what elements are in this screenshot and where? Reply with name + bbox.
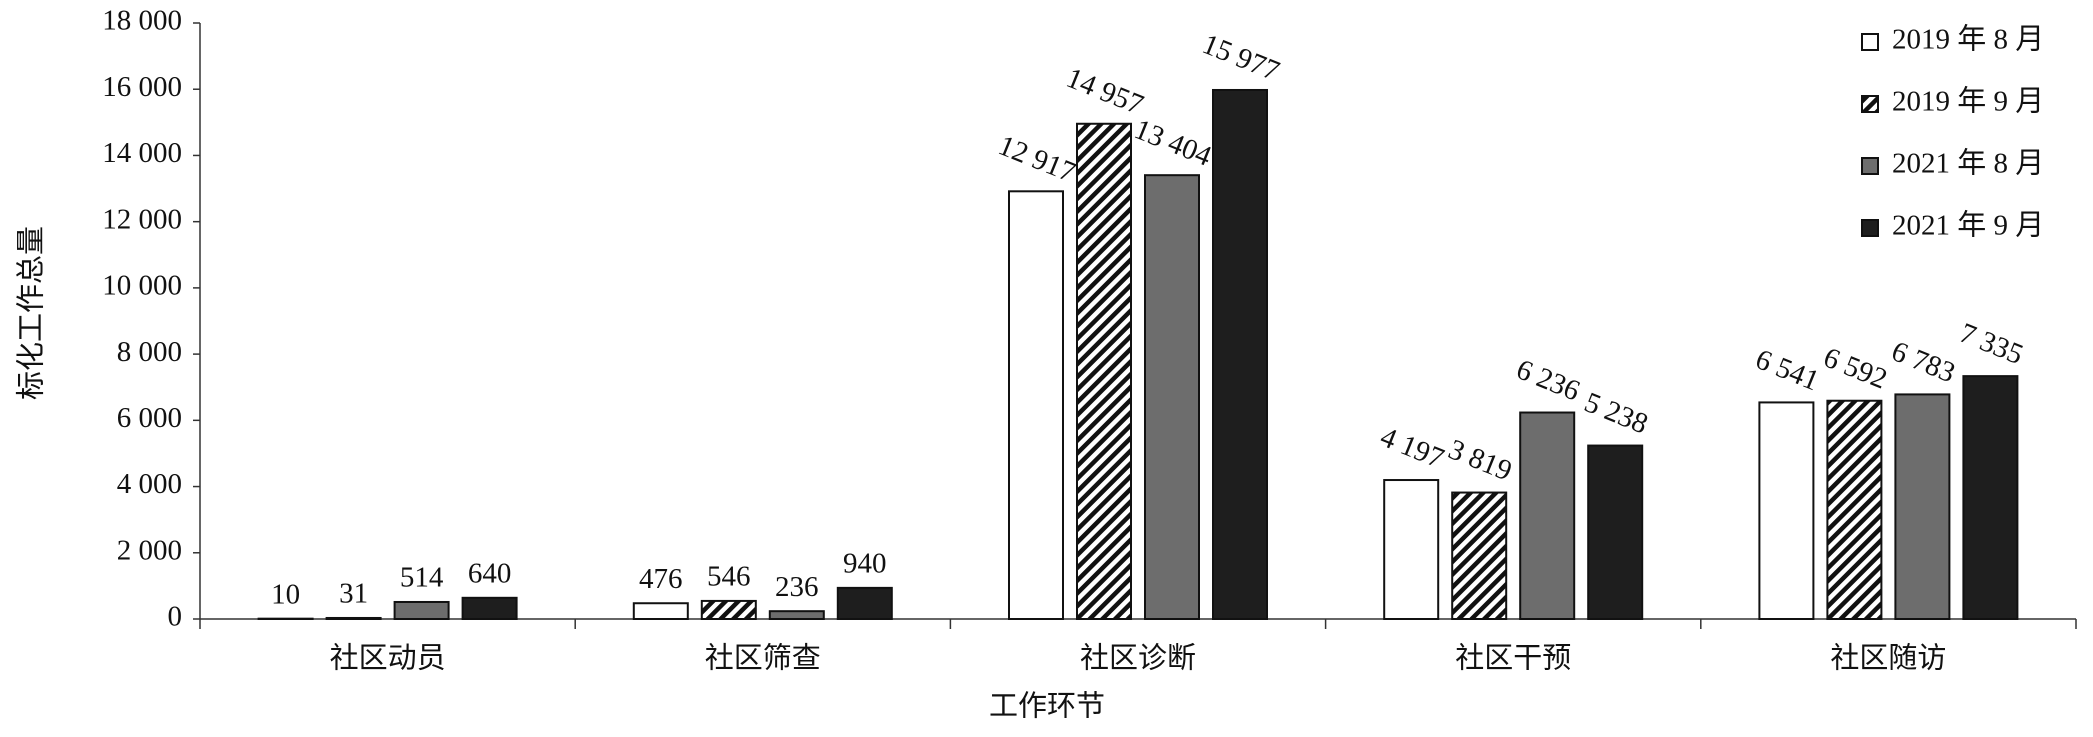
x-tick-label: 社区干预 [1455, 642, 1571, 675]
value-label: 15 977 [1198, 28, 1284, 88]
bar [1144, 174, 1200, 620]
value-label: 236 [775, 571, 819, 603]
bar [461, 596, 518, 621]
value-label: 14 957 [1062, 62, 1148, 122]
value-label: 12 917 [994, 129, 1080, 189]
value-label: 6 783 [1887, 335, 1959, 389]
x-tick-label: 社区随访 [1830, 642, 1946, 675]
bar [1451, 491, 1508, 621]
bar [1962, 375, 2019, 620]
bar [836, 586, 893, 620]
bar [1758, 401, 1815, 620]
x-tick-label: 社区诊断 [1080, 642, 1196, 675]
value-label: 6 541 [1751, 343, 1823, 397]
legend-label: 2021 年 9 月 [1892, 209, 2044, 242]
y-tick-label: 4 000 [117, 468, 182, 500]
y-tick-label: 8 000 [117, 336, 182, 368]
bar [768, 610, 825, 621]
y-tick-label: 10 000 [102, 270, 182, 302]
value-label: 10 [271, 578, 300, 610]
x-tick-label: 社区筛查 [705, 642, 821, 675]
value-label: 476 [639, 563, 683, 595]
value-label: 7 335 [1955, 317, 2027, 371]
legend-label: 2019 年 9 月 [1892, 85, 2044, 118]
bar [1212, 88, 1268, 621]
value-label: 546 [707, 561, 751, 593]
value-label: 31 [339, 578, 368, 610]
x-axis-label: 工作环节 [989, 690, 1105, 723]
bar [1383, 479, 1440, 620]
value-label: 3 819 [1444, 433, 1516, 487]
y-tick-label: 12 000 [102, 203, 182, 235]
value-label: 6 236 [1512, 353, 1584, 407]
bar [393, 600, 450, 621]
bar [1894, 393, 1951, 620]
bar [1519, 411, 1576, 620]
legend-label: 2019 年 8 月 [1892, 23, 2044, 56]
y-tick-label: 6 000 [117, 402, 182, 434]
bar [700, 599, 757, 620]
y-tick-label: 14 000 [102, 137, 182, 169]
value-label: 4 197 [1376, 421, 1448, 475]
legend-marker [1861, 95, 1879, 113]
bar [1008, 190, 1064, 620]
y-tick-label: 0 [168, 601, 183, 633]
y-tick-label: 16 000 [102, 71, 182, 103]
y-tick-label: 18 000 [102, 5, 182, 37]
bar [1826, 399, 1883, 621]
x-tick-label: 社区动员 [330, 642, 446, 675]
legend-marker [1861, 219, 1879, 237]
bar [1076, 122, 1132, 620]
value-label: 940 [843, 548, 887, 580]
legend-marker [1861, 157, 1879, 175]
bar [1587, 444, 1644, 620]
y-tick-label: 2 000 [117, 534, 182, 566]
value-label: 514 [400, 562, 444, 594]
y-axis-label: 标化工作总量 [15, 226, 48, 400]
bar [632, 602, 689, 621]
value-label: 640 [468, 557, 512, 589]
value-label: 6 592 [1819, 342, 1891, 396]
legend-label: 2021 年 8 月 [1892, 147, 2044, 180]
value-label: 13 404 [1130, 113, 1216, 173]
legend-marker [1861, 33, 1879, 51]
bar [325, 616, 382, 621]
value-label: 5 238 [1580, 386, 1652, 440]
